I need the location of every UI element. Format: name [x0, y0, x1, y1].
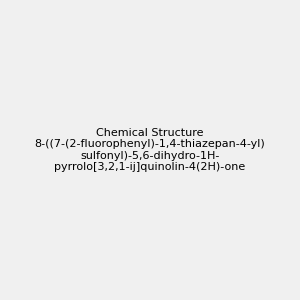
Text: Chemical Structure
8-((7-(2-fluorophenyl)-1,4-thiazepan-4-yl)
sulfonyl)-5,6-dihy: Chemical Structure 8-((7-(2-fluorophenyl…	[34, 128, 266, 172]
